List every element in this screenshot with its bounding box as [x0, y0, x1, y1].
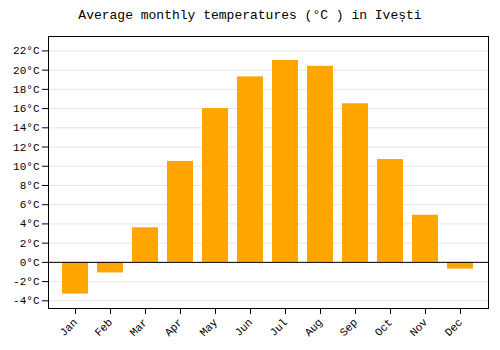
svg-text:Sep: Sep [338, 316, 360, 338]
svg-text:Aug: Aug [303, 316, 325, 338]
svg-text:18°C: 18°C [13, 84, 40, 96]
svg-text:Jan: Jan [58, 316, 80, 338]
svg-text:Dec: Dec [443, 316, 465, 338]
svg-text:May: May [198, 316, 221, 339]
svg-text:Jul: Jul [268, 316, 290, 338]
svg-text:8°C: 8°C [20, 180, 40, 192]
svg-text:Feb: Feb [93, 316, 115, 338]
svg-text:Apr: Apr [163, 316, 185, 338]
svg-text:Oct: Oct [373, 316, 395, 338]
svg-text:0°C: 0°C [20, 257, 40, 269]
svg-text:Jun: Jun [233, 316, 255, 338]
svg-text:12°C: 12°C [13, 142, 40, 154]
svg-text:10°C: 10°C [13, 161, 40, 173]
svg-text:16°C: 16°C [13, 103, 40, 115]
svg-text:6°C: 6°C [20, 199, 40, 211]
html-text:Average monthly temperatures (: Average monthly temperatures (°C ) in Iv… [78, 8, 422, 23]
svg-text:14°C: 14°C [13, 122, 40, 134]
svg-text:-4°C: -4°C [13, 295, 40, 307]
svg-text:2°C: 2°C [20, 238, 40, 250]
svg-text:20°C: 20°C [13, 65, 40, 77]
svg-text:Mar: Mar [128, 316, 150, 338]
svg-text:4°C: 4°C [20, 218, 40, 230]
svg-text:-2°C: -2°C [13, 276, 40, 288]
svg-text:Nov: Nov [408, 316, 431, 339]
svg-text:22°C: 22°C [13, 45, 40, 57]
